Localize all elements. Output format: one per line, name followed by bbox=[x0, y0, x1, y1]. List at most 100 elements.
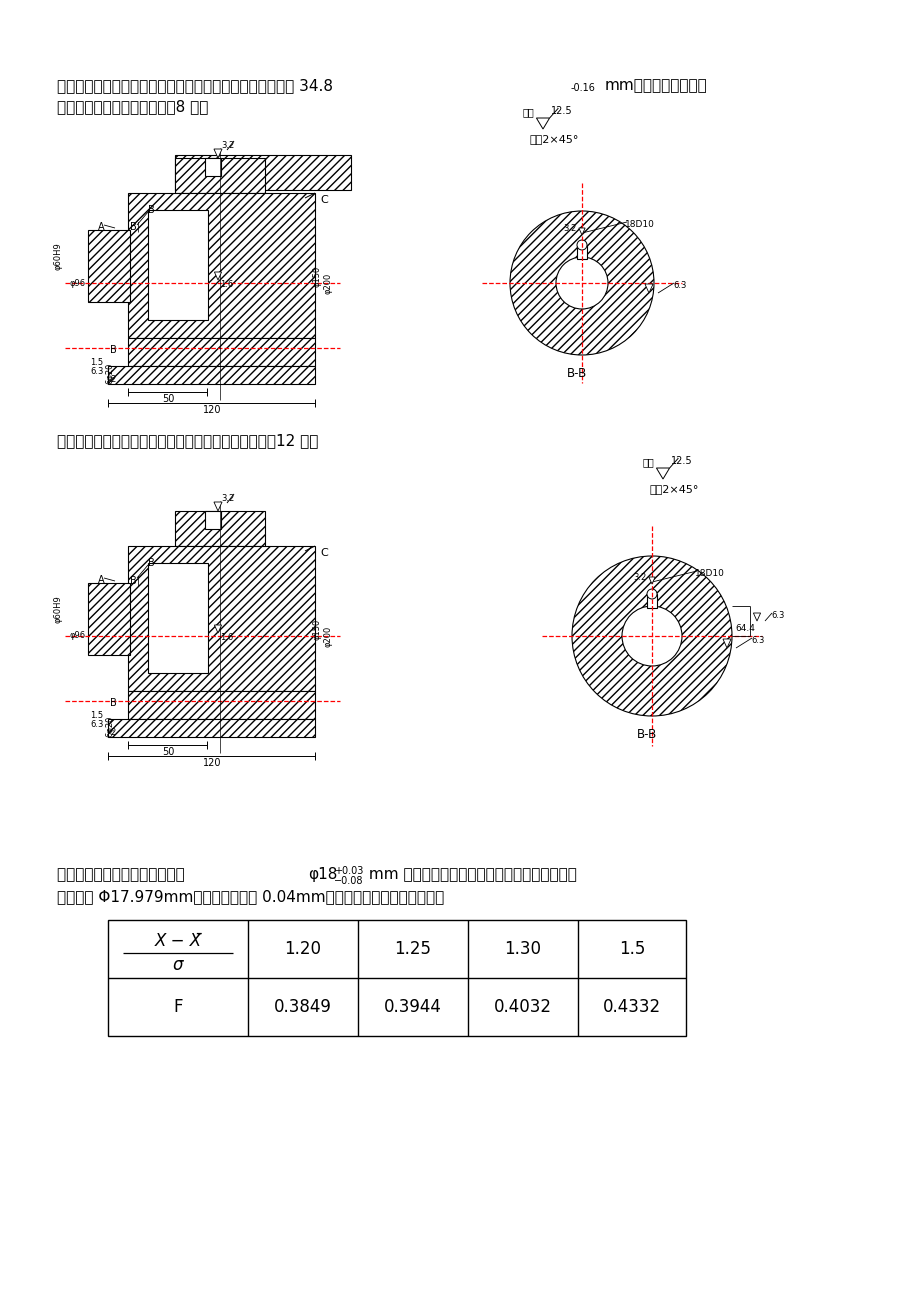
Bar bbox=[108, 719, 314, 737]
Text: 并分析这种定位是否可行。（8 分）: 并分析这种定位是否可行。（8 分） bbox=[57, 99, 208, 115]
Text: 6.3: 6.3 bbox=[90, 367, 103, 376]
Bar bbox=[175, 155, 351, 190]
Text: σ: σ bbox=[173, 956, 183, 974]
Text: B: B bbox=[148, 559, 154, 568]
Polygon shape bbox=[214, 625, 221, 633]
Bar bbox=[175, 510, 265, 546]
Text: 1.20: 1.20 bbox=[284, 940, 321, 958]
Text: C: C bbox=[320, 548, 327, 559]
Text: 0.3944: 0.3944 bbox=[383, 999, 441, 1016]
Circle shape bbox=[572, 556, 732, 716]
Bar bbox=[108, 366, 314, 384]
Text: φ96: φ96 bbox=[70, 279, 86, 288]
Text: 倒角2×45°: 倒角2×45° bbox=[650, 484, 698, 493]
Polygon shape bbox=[578, 228, 584, 234]
Bar bbox=[128, 193, 314, 339]
Text: B-B: B-B bbox=[566, 367, 586, 380]
Bar bbox=[128, 691, 314, 719]
Text: 18D10: 18D10 bbox=[624, 220, 654, 229]
Text: φ60H9: φ60H9 bbox=[53, 595, 62, 622]
Polygon shape bbox=[648, 577, 654, 585]
Text: φ150: φ150 bbox=[312, 266, 321, 286]
Polygon shape bbox=[536, 118, 549, 129]
Text: φ60H9: φ60H9 bbox=[53, 242, 62, 270]
Text: 1.5: 1.5 bbox=[90, 711, 103, 720]
Polygon shape bbox=[644, 284, 652, 293]
Text: 七、在一圆环形工件上铣键槽，用心轴定位，要求保证尺寸 34.8: 七、在一圆环形工件上铣键槽，用心轴定位，要求保证尺寸 34.8 bbox=[57, 78, 333, 92]
Text: 倒角2×45°: 倒角2×45° bbox=[529, 134, 579, 145]
Bar bbox=[175, 158, 265, 193]
Text: -0.16: -0.16 bbox=[571, 83, 596, 92]
Text: 6.3: 6.3 bbox=[750, 635, 764, 644]
Text: mm 滚子，用抽样检验并计算得到全部工件的平: mm 滚子，用抽样检验并计算得到全部工件的平 bbox=[364, 867, 576, 881]
Text: X − X̄: X − X̄ bbox=[154, 932, 201, 950]
Text: mm，试计算定位误差: mm，试计算定位误差 bbox=[605, 78, 707, 92]
Text: φ150: φ150 bbox=[312, 618, 321, 639]
Text: 50: 50 bbox=[162, 395, 174, 404]
Text: B: B bbox=[110, 698, 117, 708]
Text: 2: 2 bbox=[110, 728, 115, 737]
Text: 其余: 其余 bbox=[642, 457, 653, 467]
Text: C: C bbox=[320, 195, 327, 204]
Text: φ18: φ18 bbox=[308, 867, 337, 881]
Text: 其余: 其余 bbox=[522, 107, 534, 117]
Text: 1.30: 1.30 bbox=[504, 940, 541, 958]
Circle shape bbox=[509, 211, 653, 355]
Text: φ200: φ200 bbox=[323, 625, 332, 647]
Text: 均尺寸为 Φ17.979mm，均方根偏差为 0.04mm，求尺寸分散范围与废品率。: 均尺寸为 Φ17.979mm，均方根偏差为 0.04mm，求尺寸分散范围与废品率… bbox=[57, 889, 444, 904]
Text: 1.6: 1.6 bbox=[220, 633, 233, 642]
Bar bbox=[148, 210, 208, 320]
Text: 3.2: 3.2 bbox=[221, 141, 234, 150]
Text: 6φ20: 6φ20 bbox=[105, 715, 114, 737]
Text: +0.03: +0.03 bbox=[334, 866, 363, 876]
Text: 1.25: 1.25 bbox=[394, 940, 431, 958]
Text: 6.3: 6.3 bbox=[770, 611, 784, 620]
Text: A: A bbox=[98, 223, 105, 232]
Text: 0.4032: 0.4032 bbox=[494, 999, 551, 1016]
Text: B: B bbox=[110, 345, 117, 355]
Text: 50: 50 bbox=[162, 747, 174, 756]
Text: −0.08: −0.08 bbox=[334, 876, 363, 885]
Bar bbox=[108, 921, 686, 1036]
Text: 2: 2 bbox=[110, 375, 115, 384]
Text: B|: B| bbox=[130, 575, 140, 586]
Circle shape bbox=[646, 589, 656, 599]
Text: 6φ20: 6φ20 bbox=[105, 362, 114, 384]
Text: 0.4332: 0.4332 bbox=[602, 999, 661, 1016]
Text: 120: 120 bbox=[202, 405, 221, 415]
Text: 120: 120 bbox=[202, 758, 221, 768]
Polygon shape bbox=[753, 613, 760, 621]
Bar bbox=[128, 546, 314, 691]
Text: 12.5: 12.5 bbox=[670, 456, 691, 466]
Text: φ96: φ96 bbox=[70, 631, 86, 641]
Bar bbox=[205, 158, 221, 176]
Text: 九、在六角自动车床上加工一批: 九、在六角自动车床上加工一批 bbox=[57, 867, 189, 881]
Text: B|: B| bbox=[130, 223, 140, 233]
Circle shape bbox=[555, 256, 607, 309]
Text: 1.5: 1.5 bbox=[618, 940, 644, 958]
Text: 0.3849: 0.3849 bbox=[274, 999, 332, 1016]
Text: 6.3: 6.3 bbox=[673, 281, 686, 290]
Text: A: A bbox=[98, 575, 105, 585]
Bar bbox=[205, 510, 221, 529]
Circle shape bbox=[576, 240, 586, 250]
Polygon shape bbox=[214, 148, 221, 158]
Text: 1.6: 1.6 bbox=[220, 280, 233, 289]
Text: 1.5: 1.5 bbox=[90, 358, 103, 367]
Polygon shape bbox=[214, 503, 221, 510]
Bar bbox=[88, 230, 130, 302]
Polygon shape bbox=[722, 639, 731, 648]
Polygon shape bbox=[214, 272, 221, 280]
Text: 3.2: 3.2 bbox=[221, 493, 234, 503]
Text: 64.4: 64.4 bbox=[734, 624, 754, 633]
Bar bbox=[646, 594, 656, 608]
Text: 3.2: 3.2 bbox=[633, 573, 646, 582]
Bar bbox=[148, 562, 208, 673]
Bar bbox=[128, 339, 314, 366]
Text: φ200: φ200 bbox=[323, 272, 332, 294]
Text: 3.2: 3.2 bbox=[563, 224, 576, 233]
Circle shape bbox=[621, 605, 681, 667]
Text: 6.3: 6.3 bbox=[90, 720, 103, 729]
Text: B-B: B-B bbox=[636, 728, 656, 741]
Polygon shape bbox=[655, 467, 669, 479]
